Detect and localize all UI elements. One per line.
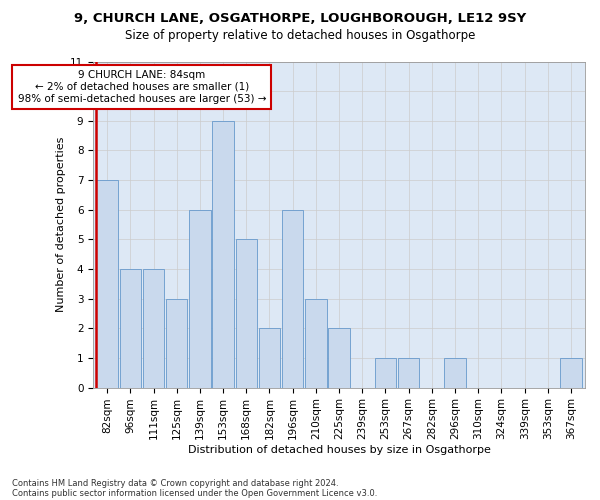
Bar [560,358,582,388]
Text: 9, CHURCH LANE, OSGATHORPE, LOUGHBOROUGH, LE12 9SY: 9, CHURCH LANE, OSGATHORPE, LOUGHBOROUGH… [74,12,526,26]
Bar [119,269,141,388]
Bar [282,210,304,388]
Bar [212,121,234,388]
Bar [97,180,118,388]
Bar [328,328,350,388]
Bar [375,358,396,388]
Bar [143,269,164,388]
Bar [236,240,257,388]
Bar [166,298,187,388]
Bar [189,210,211,388]
Text: 9 CHURCH LANE: 84sqm
← 2% of detached houses are smaller (1)
98% of semi-detache: 9 CHURCH LANE: 84sqm ← 2% of detached ho… [17,70,266,104]
Text: Size of property relative to detached houses in Osgathorpe: Size of property relative to detached ho… [125,29,475,42]
Bar [398,358,419,388]
Y-axis label: Number of detached properties: Number of detached properties [56,137,66,312]
Text: Contains HM Land Registry data © Crown copyright and database right 2024.: Contains HM Land Registry data © Crown c… [12,478,338,488]
X-axis label: Distribution of detached houses by size in Osgathorpe: Distribution of detached houses by size … [188,445,491,455]
Text: Contains public sector information licensed under the Open Government Licence v3: Contains public sector information licen… [12,488,377,498]
Bar [445,358,466,388]
Bar [259,328,280,388]
Bar [305,298,326,388]
